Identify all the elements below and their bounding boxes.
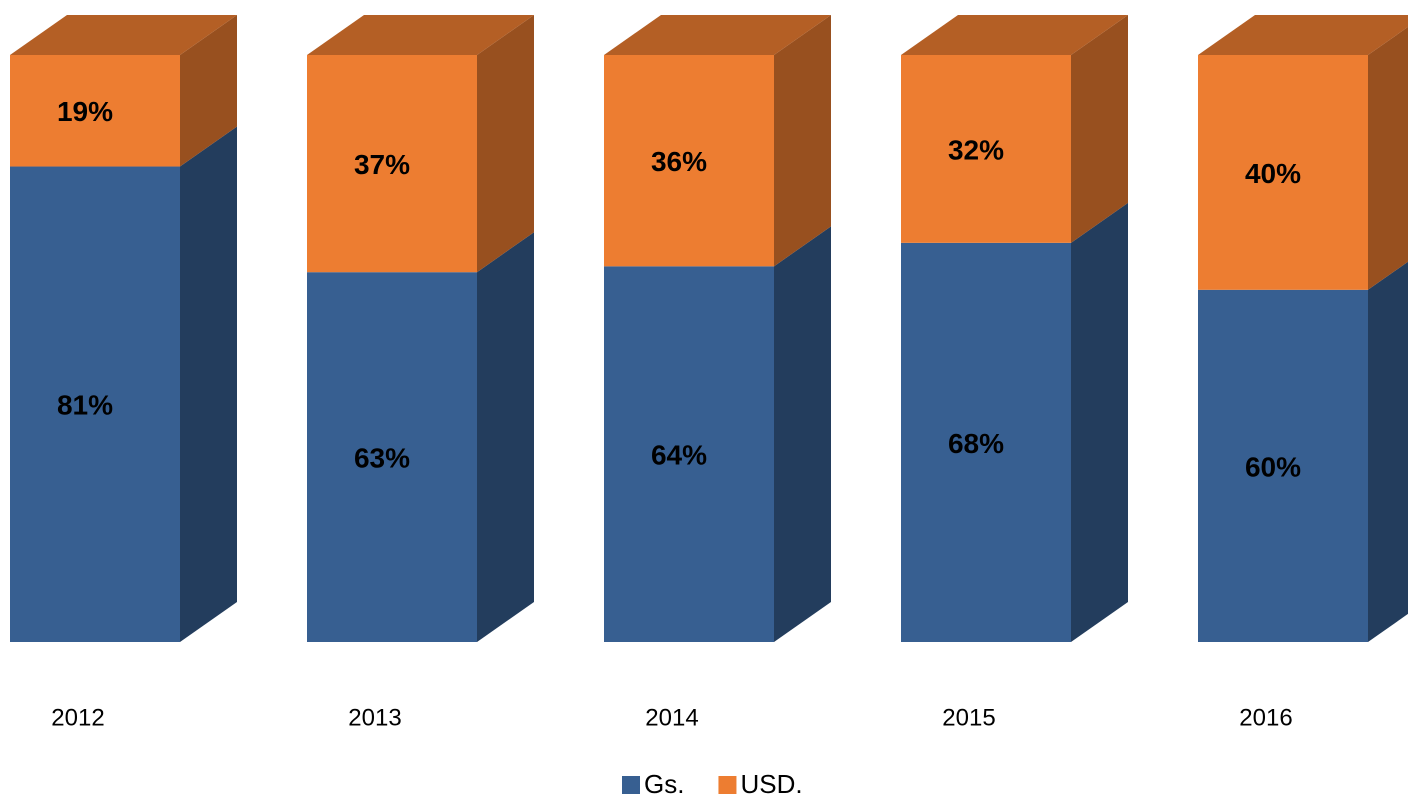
bar-side: [1368, 26, 1408, 290]
bar-side: [477, 15, 534, 273]
bar-front: [901, 242, 1071, 642]
bar-front: [10, 55, 180, 167]
data-label: 19%: [57, 96, 113, 127]
bar-side: [774, 226, 831, 642]
bar-front: [307, 272, 477, 642]
x-tick-label: 2014: [645, 704, 698, 731]
bar-front: [1198, 55, 1368, 290]
bar-side: [477, 232, 534, 642]
x-tick-label: 2012: [51, 704, 104, 731]
data-label: 63%: [354, 442, 410, 473]
bar-front: [10, 166, 180, 642]
data-label: 40%: [1245, 158, 1301, 189]
bar-side: [774, 15, 831, 267]
legend-label: Gs.: [644, 769, 684, 799]
bar-top: [1198, 15, 1408, 55]
legend-swatch: [622, 776, 640, 794]
data-label: 36%: [651, 146, 707, 177]
data-label: 64%: [651, 440, 707, 471]
bar-top: [901, 15, 1128, 55]
bar-front: [307, 55, 477, 273]
data-label: 60%: [1245, 451, 1301, 482]
bar-front: [604, 266, 774, 642]
bar-side: [1368, 261, 1408, 642]
data-label: 37%: [354, 149, 410, 180]
bar-side: [1071, 202, 1128, 642]
legend-swatch: [718, 776, 737, 794]
bar-front: [1198, 289, 1368, 642]
data-label: 81%: [57, 390, 113, 421]
data-label: 68%: [948, 428, 1004, 459]
legend-label: USD.: [740, 769, 802, 799]
bar-top: [10, 15, 237, 55]
bar-side: [180, 126, 237, 642]
x-tick-label: 2013: [348, 704, 401, 731]
bar-top: [604, 15, 831, 55]
bar-front: [901, 55, 1071, 243]
bar-top: [307, 15, 534, 55]
bar-front: [604, 55, 774, 267]
x-tick-label: 2016: [1239, 704, 1292, 731]
bar-side: [1071, 15, 1128, 243]
bar-side: [180, 15, 237, 167]
data-label: 32%: [948, 134, 1004, 165]
x-tick-label: 2015: [942, 704, 995, 731]
